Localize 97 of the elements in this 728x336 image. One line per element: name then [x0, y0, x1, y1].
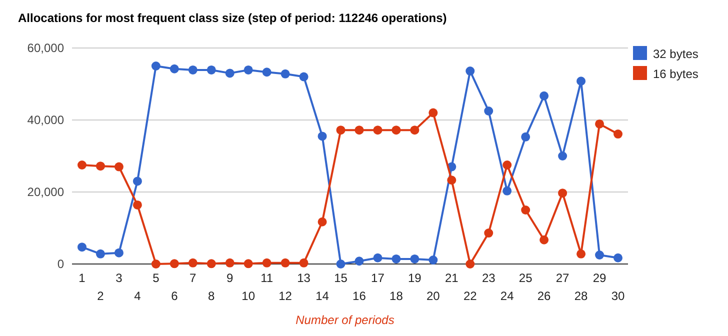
x-tick-label: 25 [518, 271, 533, 285]
point [78, 242, 86, 252]
x-tick-label: 4 [134, 289, 142, 303]
legend-label: 32 bytes [653, 47, 698, 61]
point [484, 106, 494, 116]
point [280, 69, 290, 78]
point [78, 160, 86, 170]
point [428, 108, 438, 118]
point [96, 249, 105, 258]
point [170, 259, 179, 268]
point [114, 162, 124, 172]
point [466, 66, 475, 76]
point [225, 258, 234, 268]
point [614, 130, 622, 139]
x-tick-label: 27 [556, 271, 570, 285]
point [576, 76, 586, 86]
point [558, 152, 568, 160]
point [595, 119, 604, 128]
legend-label: 16 bytes [653, 67, 698, 81]
y-tick-label: 0 [57, 257, 64, 271]
point [502, 186, 512, 196]
x-tick-label: 15 [334, 271, 348, 285]
y-tick-label: 40,000 [27, 113, 64, 127]
x-tick-label: 19 [408, 271, 422, 285]
x-tick-label: 29 [592, 271, 607, 285]
point [262, 258, 272, 268]
point [521, 132, 530, 142]
x-tick-label: 1 [78, 271, 86, 285]
point [447, 176, 456, 185]
point [132, 200, 142, 210]
point [576, 249, 586, 258]
x-tick-label: 12 [278, 289, 292, 303]
x-tick-label: 11 [260, 271, 274, 285]
point [354, 256, 364, 266]
point [299, 72, 308, 82]
point [410, 126, 420, 135]
point [466, 260, 475, 268]
point [502, 160, 512, 170]
point [558, 188, 568, 198]
point [392, 126, 401, 135]
point [280, 258, 290, 268]
x-tick-label: 3 [116, 271, 123, 285]
point [392, 254, 401, 264]
x-tick-label: 6 [171, 289, 178, 303]
x-tick-label: 17 [371, 271, 385, 285]
point [244, 259, 253, 268]
x-tick-label: 16 [352, 289, 366, 303]
point [336, 260, 346, 268]
x-tick-label: 2 [97, 289, 104, 303]
x-tick-label: 14 [316, 289, 330, 303]
x-tick-label: 21 [444, 271, 459, 285]
point [244, 65, 253, 74]
point [114, 248, 124, 258]
point [151, 62, 160, 70]
point [373, 253, 382, 262]
point [540, 235, 549, 244]
point [318, 217, 327, 226]
point [96, 162, 105, 171]
point [373, 126, 382, 135]
chart-title: Allocations for most frequent class size (step of period: 112246 operations) [18, 11, 447, 25]
x-tick-label: 9 [226, 271, 234, 285]
x-tick-label: 26 [537, 289, 552, 303]
x-tick-label: 20 [426, 289, 440, 303]
x-tick-label: 13 [297, 271, 311, 285]
x-tick-label: 5 [152, 271, 160, 285]
point [354, 126, 364, 135]
x-axis-title: Number of periods [296, 313, 394, 327]
point [410, 254, 420, 264]
point [170, 64, 179, 74]
point [132, 176, 142, 186]
point [521, 206, 530, 214]
point [428, 256, 438, 265]
point [540, 91, 549, 100]
point [318, 132, 327, 141]
point [206, 259, 216, 268]
point [336, 126, 346, 135]
x-tick-label: 23 [482, 271, 496, 285]
x-tick-label: 22 [463, 289, 478, 303]
x-tick-label: 24 [500, 289, 514, 303]
point [151, 260, 160, 268]
point [225, 68, 234, 78]
point [188, 65, 198, 74]
point [484, 228, 494, 238]
point [595, 250, 604, 260]
x-tick-label: 18 [390, 289, 404, 303]
x-tick-label: 8 [208, 289, 216, 303]
point [188, 258, 198, 268]
point [206, 65, 216, 74]
y-tick-label: 60,000 [27, 41, 64, 55]
point [299, 258, 308, 268]
x-tick-label: 7 [190, 271, 197, 285]
x-tick-label: 10 [242, 289, 256, 303]
y-tick-label: 20,000 [27, 185, 64, 199]
point [614, 253, 622, 262]
x-tick-label: 28 [574, 289, 588, 303]
x-tick-label: 30 [611, 289, 625, 303]
point [262, 68, 272, 77]
